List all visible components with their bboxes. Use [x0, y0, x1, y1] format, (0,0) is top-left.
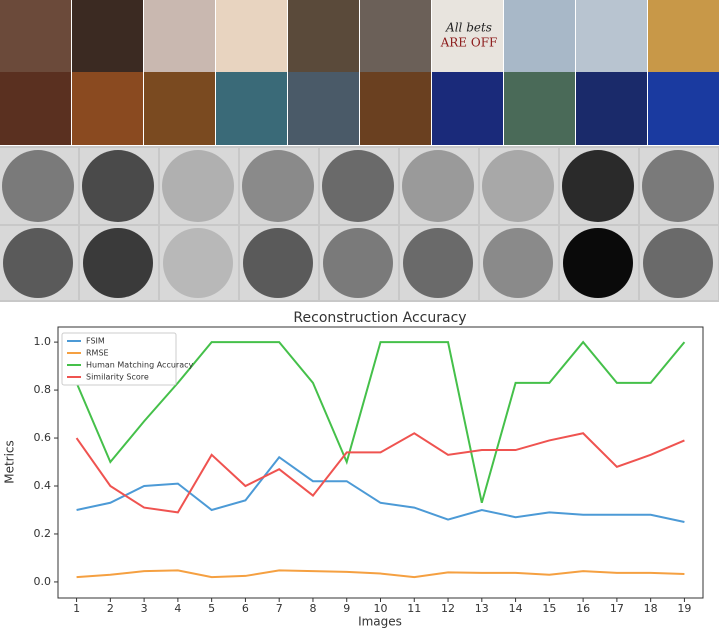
x-tick-label: 3	[141, 602, 148, 615]
series-line	[76, 569, 685, 579]
x-tick-label: 14	[509, 602, 523, 615]
y-tick-label: 0.0	[34, 575, 52, 588]
legend-label: Human Matching Accuracy	[86, 361, 194, 370]
photo	[162, 150, 234, 222]
reconstruction	[243, 228, 313, 298]
reconstruction	[144, 72, 215, 145]
series-line	[76, 455, 685, 523]
x-tick-label: 19	[677, 602, 691, 615]
x-tick-label: 12	[441, 602, 455, 615]
reconstruction	[3, 228, 73, 298]
reconstruction	[216, 72, 287, 145]
photo	[576, 0, 647, 72]
image-caption: All bets	[445, 21, 492, 35]
reconstruction	[323, 228, 393, 298]
x-axis-label: Images	[358, 615, 402, 629]
x-tick-label: 5	[208, 602, 215, 615]
legend-label: RMSE	[86, 349, 109, 358]
photo	[504, 0, 575, 72]
photo	[360, 0, 431, 72]
x-tick-label: 8	[309, 602, 316, 615]
photo	[242, 150, 314, 222]
reconstruction	[483, 228, 553, 298]
x-tick-label: 6	[242, 602, 249, 615]
photo	[482, 150, 554, 222]
series-line	[75, 432, 685, 514]
series-line	[75, 340, 686, 504]
reconstruction	[288, 72, 359, 145]
photo	[2, 150, 74, 222]
reconstruction	[432, 72, 503, 145]
photo	[322, 150, 394, 222]
x-tick-label: 10	[374, 602, 388, 615]
legend-label: Similarity Score	[86, 373, 149, 382]
x-tick-label: 1	[73, 602, 80, 615]
x-tick-label: 9	[343, 602, 350, 615]
reconstruction	[504, 72, 575, 145]
x-tick-label: 16	[576, 602, 590, 615]
legend-box	[61, 332, 177, 386]
x-tick-label: 4	[174, 602, 181, 615]
photo	[562, 150, 634, 222]
chart-title: Reconstruction Accuracy	[293, 310, 466, 326]
photo	[82, 150, 154, 222]
reconstruction	[72, 72, 143, 145]
y-tick-label: 0.2	[34, 527, 52, 540]
photo-grids	[0, 0, 719, 302]
x-tick-label: 2	[107, 602, 114, 615]
photo	[288, 0, 359, 72]
reconstruction	[576, 72, 647, 145]
x-tick-label: 13	[475, 602, 489, 615]
x-tick-label: 7	[276, 602, 283, 615]
y-tick-label: 1.0	[34, 335, 52, 348]
photo	[216, 0, 287, 72]
reconstruction	[403, 228, 473, 298]
reconstruction	[648, 72, 719, 145]
reconstruction	[83, 228, 153, 298]
reconstruction	[163, 228, 233, 298]
photo	[432, 0, 503, 72]
reconstruction	[563, 228, 633, 298]
image-caption: ARE OFF	[440, 36, 498, 50]
reconstruction	[643, 228, 713, 298]
y-tick-label: 0.6	[34, 431, 52, 444]
x-tick-label: 18	[644, 602, 658, 615]
y-axis-label: Metrics	[3, 440, 17, 484]
photo	[648, 0, 719, 72]
photo	[72, 0, 143, 72]
x-tick-label: 17	[610, 602, 624, 615]
photo	[402, 150, 474, 222]
photo	[144, 0, 215, 72]
x-tick-label: 15	[542, 602, 556, 615]
legend-label: FSIM	[86, 337, 105, 346]
y-tick-label: 0.8	[34, 383, 52, 396]
y-tick-label: 0.4	[34, 479, 52, 492]
reconstruction	[0, 72, 71, 145]
photo	[0, 0, 71, 72]
x-tick-label: 11	[407, 602, 421, 615]
photo	[642, 150, 714, 222]
reconstruction	[360, 72, 431, 145]
